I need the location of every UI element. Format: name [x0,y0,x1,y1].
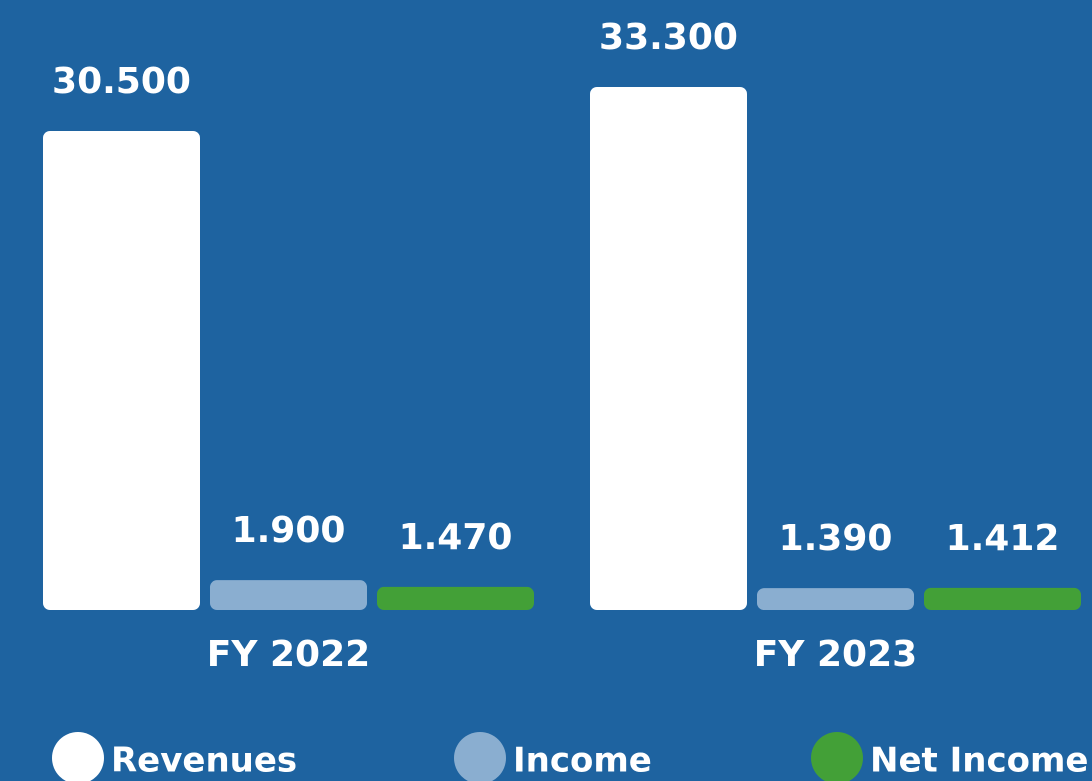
category-label: FY 2023 [754,634,917,675]
value-label: 30.500 [52,61,191,102]
bar [757,588,914,610]
legend-label: Income [513,741,652,781]
value-label: 1.390 [779,518,893,559]
legend-label: Net Income [870,741,1088,781]
category-label: FY 2022 [207,634,370,675]
legend-label: Revenues [111,741,297,781]
legend-swatch [52,732,104,781]
legend-swatch [454,732,506,781]
value-label: 1.900 [232,510,346,551]
value-label: 1.470 [399,517,513,558]
legend-swatch [811,732,863,781]
bar [210,580,367,610]
value-label: 33.300 [599,17,738,58]
value-label: 1.412 [946,518,1060,559]
bar [43,130,200,610]
bar [377,586,534,610]
bar [590,87,747,610]
bar [924,587,1081,610]
